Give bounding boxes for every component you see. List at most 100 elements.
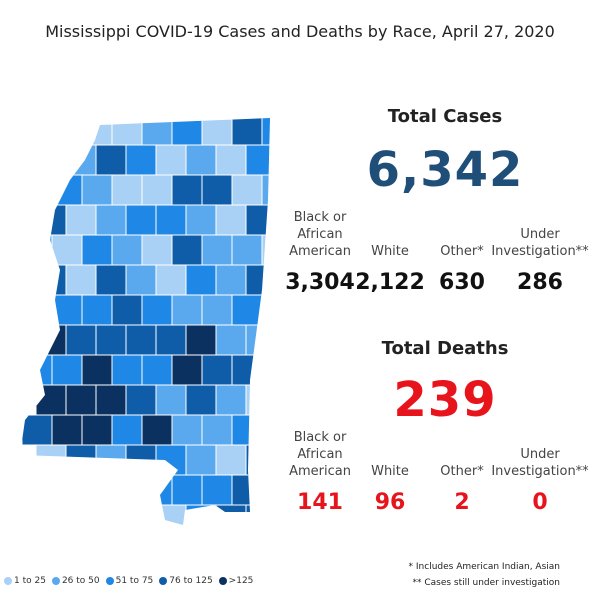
breakdown-label: Black or African American xyxy=(289,210,351,259)
county xyxy=(65,144,97,176)
county xyxy=(141,354,173,386)
deaths-total: 239 xyxy=(393,372,497,428)
county xyxy=(95,324,127,356)
county xyxy=(215,444,247,476)
county xyxy=(231,354,263,386)
county xyxy=(51,354,83,386)
legend: 1 to 25 26 to 50 51 to 75 76 to 125 >125 xyxy=(4,576,253,586)
county xyxy=(185,324,217,356)
county xyxy=(215,504,247,525)
breakdown-label: Black or African American xyxy=(289,430,351,479)
breakdown-column: Other* 630 xyxy=(417,206,507,295)
breakdown-value: 96 xyxy=(374,490,406,515)
county xyxy=(155,324,187,356)
county xyxy=(245,264,270,296)
title: Mississippi COVID-19 Cases and Deaths by… xyxy=(45,22,555,41)
county xyxy=(155,204,187,236)
county xyxy=(111,414,143,446)
county xyxy=(171,354,203,386)
breakdown-label: White xyxy=(371,244,409,259)
county xyxy=(201,414,233,446)
county xyxy=(81,474,113,506)
legend-label: 51 to 75 xyxy=(115,576,154,586)
county xyxy=(215,144,247,176)
county xyxy=(35,144,67,176)
county xyxy=(141,118,173,146)
county xyxy=(51,174,83,206)
breakdown-value: 2 xyxy=(454,490,470,515)
legend-swatch xyxy=(218,576,227,585)
county xyxy=(155,144,187,176)
map xyxy=(21,118,270,525)
county xyxy=(21,174,53,206)
breakdown-value: 3,304 xyxy=(285,270,355,295)
county xyxy=(35,384,67,416)
county xyxy=(245,444,270,476)
county xyxy=(185,264,217,296)
county xyxy=(95,264,127,296)
county xyxy=(201,234,233,266)
breakdown-label: Under Investigation** xyxy=(491,227,589,259)
county xyxy=(155,444,187,476)
county xyxy=(21,414,53,446)
county xyxy=(215,324,247,356)
county xyxy=(81,234,113,266)
county xyxy=(125,384,157,416)
county xyxy=(245,144,270,176)
county xyxy=(125,144,157,176)
county xyxy=(155,384,187,416)
county xyxy=(81,174,113,206)
breakdown-value: 630 xyxy=(439,270,485,295)
county xyxy=(141,414,173,446)
county xyxy=(51,294,83,326)
cases-total: 6,342 xyxy=(366,142,524,198)
county xyxy=(125,204,157,236)
county xyxy=(111,174,143,206)
county xyxy=(215,264,247,296)
county xyxy=(65,324,97,356)
legend-item: >125 xyxy=(218,576,253,586)
county xyxy=(125,324,157,356)
county xyxy=(95,444,127,476)
county xyxy=(171,234,203,266)
county xyxy=(35,204,67,236)
county xyxy=(201,118,233,146)
county xyxy=(171,118,203,146)
cases-heading: Total Cases xyxy=(387,106,503,127)
county xyxy=(35,444,67,476)
breakdown-value: 0 xyxy=(532,490,548,515)
county xyxy=(245,204,270,236)
legend-label: 26 to 50 xyxy=(61,576,100,586)
county xyxy=(35,504,67,525)
county xyxy=(171,474,203,506)
county xyxy=(65,204,97,236)
county xyxy=(21,234,53,266)
county xyxy=(81,414,113,446)
county xyxy=(231,414,263,446)
legend-swatch xyxy=(51,576,60,585)
breakdown-value: 2,122 xyxy=(355,270,425,295)
county xyxy=(125,264,157,296)
county xyxy=(81,118,113,146)
legend-swatch xyxy=(4,576,12,585)
county xyxy=(245,504,270,525)
county xyxy=(215,384,247,416)
county xyxy=(261,354,270,386)
county xyxy=(51,234,83,266)
county xyxy=(185,384,217,416)
county xyxy=(185,144,217,176)
breakdown-label: Other* xyxy=(440,244,484,259)
legend-item: 1 to 25 xyxy=(4,576,46,586)
county xyxy=(21,294,53,326)
county xyxy=(51,414,83,446)
county xyxy=(245,324,270,356)
legend-swatch xyxy=(159,576,168,585)
county xyxy=(231,174,263,206)
deaths-heading: Total Deaths xyxy=(381,338,509,359)
county xyxy=(95,384,127,416)
breakdown-column: Other* 2 xyxy=(417,426,507,515)
breakdown-column: White 96 xyxy=(345,426,435,515)
county xyxy=(231,474,263,506)
county xyxy=(111,354,143,386)
county xyxy=(81,294,113,326)
